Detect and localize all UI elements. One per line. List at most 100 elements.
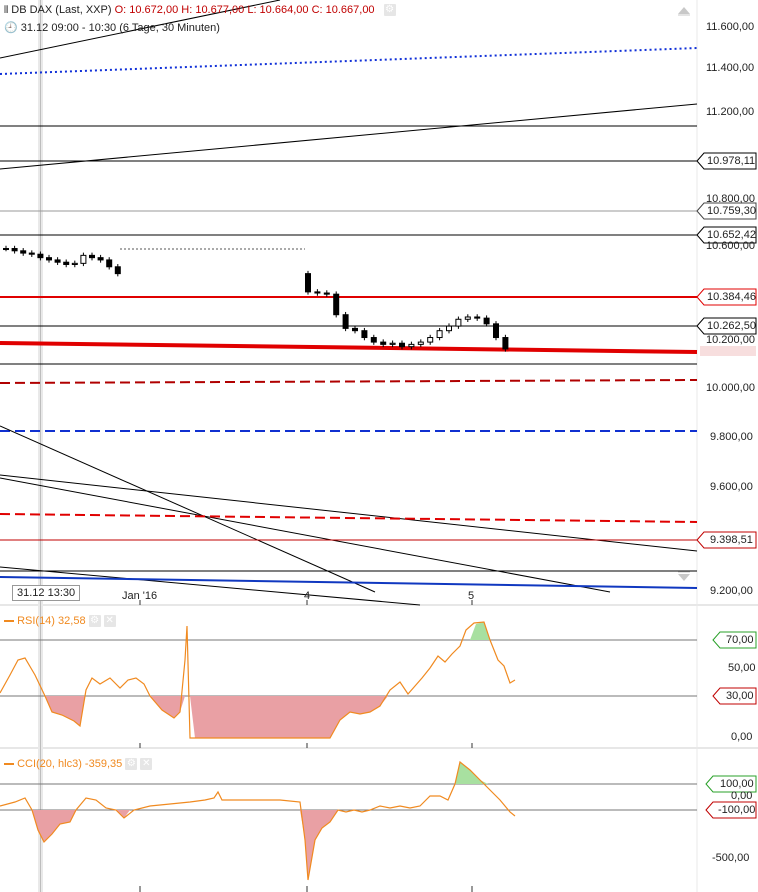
settings-icon[interactable]: ⚙ [88,615,101,628]
y-tick: 10.200,00 [706,334,755,346]
price-tag-flag [696,288,757,306]
trendline [0,566,421,606]
y-tick: 9.800,00 [710,431,753,443]
indicator-level-flag [705,775,757,793]
candle-body [427,337,434,343]
clock-icon: 🕘 [4,22,18,34]
candle-body [71,262,78,265]
candle-body [436,330,443,339]
x-ticks [139,600,473,892]
trendline [0,477,611,593]
rsi-line [0,621,516,739]
trendline [0,103,698,170]
y-tick: 10.800,00 [706,193,755,205]
period-line: 🕘 31.12 09:00 - 10:30 (6 Tage, 30 Minute… [4,21,220,34]
close-icon[interactable]: ✕ [140,758,153,771]
candle-body [54,259,61,263]
trendline-red-dashed [0,513,698,523]
cci-lower-tag: -100,00 [718,804,756,816]
rsi-axis-tick: 0,00 [731,731,753,743]
cci-fill-lower [32,810,338,880]
rsi-legend-swatch [4,620,14,623]
cci-axis-tick: 0,00 [731,790,753,802]
y-tick: 9.600,00 [710,481,753,493]
candle-body [408,343,415,348]
cci-fill-upper [455,762,488,784]
price-tag-label: 10.652,42 [707,229,756,241]
candle-body [333,293,340,316]
cci-value: -359,35 [84,758,123,770]
candle-body [3,248,9,251]
ohlc-low: L: 10.664,00 [247,4,309,16]
candle-body [323,292,330,295]
candle-body [305,273,311,293]
settings-icon[interactable]: ⚙ [383,4,396,17]
cci-legend-swatch [4,763,14,766]
y-tick: 11.200,00 [706,106,755,118]
candle-body [464,316,471,320]
scroll-up-icon[interactable] [676,4,692,16]
candle-body [389,342,396,345]
indicator-level-flag [712,631,757,649]
period-text: 31.12 09:00 - 10:30 (6 Tage, 30 Minuten) [20,22,220,34]
close-icon[interactable]: ✕ [103,615,116,628]
candle-body [493,323,499,339]
rsi-value: 32,58 [58,615,86,627]
scroll-down-icon[interactable] [676,571,692,583]
candle-body [20,250,27,254]
candle-body [114,266,121,275]
rsi-lower-tag: 30,00 [726,690,754,702]
candle-body [417,341,424,345]
candle-body [11,248,18,252]
price-tag-flag [696,531,757,549]
candle-body [28,252,35,255]
ohlc-open: O: 10.672,00 [114,4,179,16]
x-label: 5 [468,590,475,602]
settings-icon[interactable]: ⚙ [125,758,138,771]
rsi-title: RSI(14) [17,615,55,627]
candle-body [399,342,405,348]
candle-body [455,318,462,327]
trendline-red-thick [0,341,698,354]
ohlc-close: C: 10.667,00 [311,4,375,16]
drawings [0,0,698,606]
trendline-blue-dotted [0,47,698,75]
candle-body [380,341,387,345]
instrument-name: DB DAX (Last, XXP) [11,4,112,16]
price-tag-label: 10.759,30 [707,205,756,217]
price-tag-flag [696,226,757,244]
y-tick: 10.000,00 [706,382,755,394]
cci-panel [0,760,697,881]
cci-header: CCI(20, hlc3) -359,35 ⚙ ✕ [4,758,153,771]
candle-body [342,314,349,329]
candle-body [483,317,490,325]
candle-body [446,325,452,332]
chart-header: ⫴ DB DAX (Last, XXP) O: 10.672,00 H: 10.… [4,4,396,17]
price-tag-label: 10.384,46 [707,291,756,303]
price-tag-flag [696,202,757,220]
rsi-upper-tag: 70,00 [726,634,754,646]
cci-axis-tick: -500,00 [712,852,750,864]
candle-body [474,316,481,319]
cci-line [0,760,516,881]
trendline [0,0,281,59]
y-tick: 10.600,00 [706,240,755,252]
indicator-level-flag [705,801,757,819]
candle-body [63,261,70,265]
trendline [0,425,376,593]
candle-body [502,337,509,350]
trendline [0,474,698,552]
candle-body [37,253,44,259]
candle-body [314,291,321,294]
price-tag-label: 10.978,11 [707,155,756,167]
price-tag-label: 9.398,51 [710,534,753,546]
indicator-level-flag [712,687,757,705]
tag-marker [700,346,756,356]
candles [3,245,509,352]
x-label: 4 [304,590,311,602]
candle-body [352,327,358,332]
x-label: Jan '16 [122,590,158,602]
crosshair-time-label: 31.12 13:30 [12,585,81,601]
candle-body [361,330,368,339]
